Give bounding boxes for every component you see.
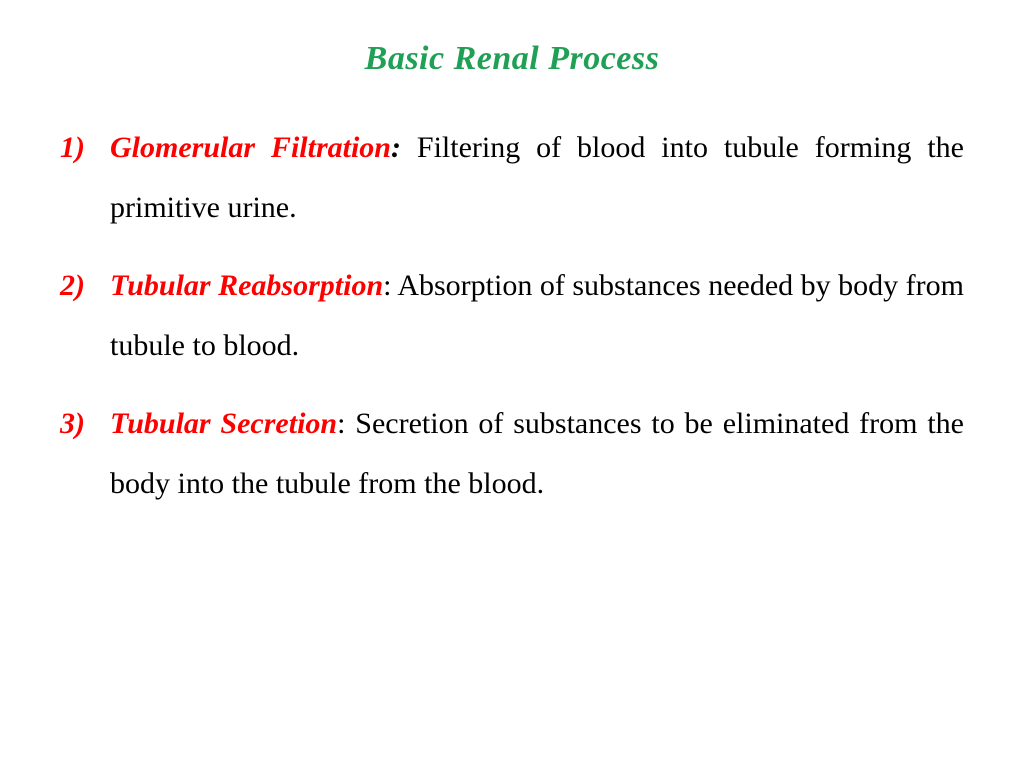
process-list: Glomerular Filtration: Filtering of bloo… — [60, 118, 964, 514]
term-label: Tubular Secretion — [110, 407, 337, 440]
colon: : — [391, 131, 401, 164]
list-item: Tubular Reabsorption: Absorption of subs… — [60, 256, 964, 376]
page-title: Basic Renal Process — [60, 40, 964, 78]
list-item: Tubular Secretion: Secretion of substanc… — [60, 394, 964, 514]
term-label: Tubular Reabsorption — [110, 269, 383, 302]
term-label: Glomerular Filtration — [110, 131, 391, 164]
list-item: Glomerular Filtration: Filtering of bloo… — [60, 118, 964, 238]
